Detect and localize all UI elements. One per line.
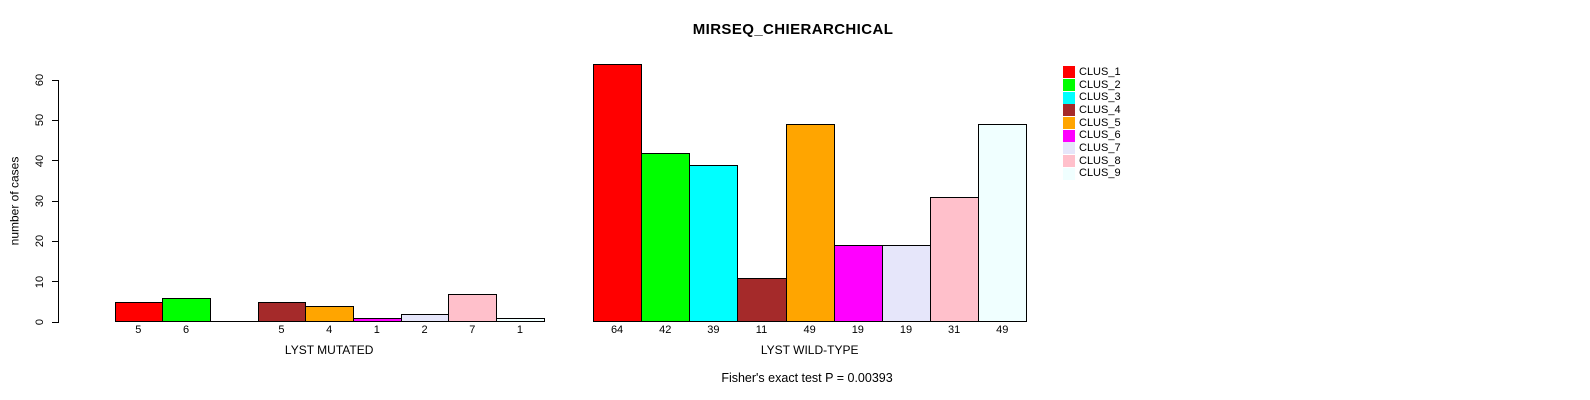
- bar-value-label: 5: [278, 324, 285, 336]
- legend-swatch: [1063, 79, 1075, 92]
- y-axis-tick: [52, 240, 58, 242]
- y-axis-tick: [52, 160, 58, 162]
- bar-clus_7: [400, 313, 450, 322]
- legend-item-label: CLUS_4: [1079, 103, 1121, 116]
- legend-item: CLUS_1: [1063, 66, 1121, 79]
- y-axis-tick: [52, 281, 58, 283]
- y-axis-tick-label: 10: [34, 275, 46, 288]
- legend-item: CLUS_2: [1063, 79, 1121, 92]
- bar-value-label: 2: [421, 324, 428, 336]
- y-axis-tick-label: 60: [34, 73, 46, 87]
- y-axis-tick-label: 50: [34, 114, 46, 127]
- legend-item-label: CLUS_3: [1079, 91, 1121, 104]
- legend-item-label: CLUS_5: [1079, 116, 1121, 129]
- bar-clus_4: [737, 277, 787, 322]
- bar-value-label: 5: [135, 324, 142, 336]
- bar-value-label: 11: [755, 324, 768, 336]
- bar-value-label: 49: [996, 324, 1009, 336]
- bar-clus_6: [833, 245, 883, 322]
- y-axis-tick: [52, 79, 58, 81]
- bar-value-label: 6: [182, 324, 190, 336]
- legend-swatch: [1063, 104, 1075, 117]
- group-label: LYST WILD-TYPE: [760, 343, 859, 357]
- legend-swatch: [1063, 167, 1075, 180]
- bar-value-label: 7: [469, 324, 476, 336]
- bar-clus_3: [689, 164, 739, 322]
- legend-swatch: [1063, 91, 1075, 104]
- bar-value-label: 64: [610, 324, 624, 336]
- legend-item-label: CLUS_6: [1079, 129, 1121, 142]
- bar-clus_1: [593, 63, 643, 322]
- bar-clus_1: [114, 301, 164, 322]
- y-axis-tick-label: 40: [34, 154, 46, 167]
- bar-value-label: 19: [899, 324, 913, 336]
- bar-value-label: 4: [326, 324, 333, 336]
- legend-item-label: CLUS_2: [1079, 78, 1121, 91]
- y-axis-tick-label: 0: [34, 318, 46, 326]
- legend-item-label: CLUS_9: [1079, 167, 1121, 180]
- bar-clus_2: [162, 297, 211, 322]
- bar-value-label: 1: [373, 324, 380, 336]
- y-axis-tick-label: 30: [34, 194, 46, 208]
- bar-value-label: 1: [516, 324, 523, 336]
- chart-title: MIRSEQ_CHIERARCHICAL: [692, 21, 894, 38]
- bar-clus_9: [496, 317, 545, 322]
- y-axis-label: number of cases: [7, 156, 21, 246]
- legend-item: CLUS_7: [1063, 142, 1121, 155]
- bar-clus_5: [785, 124, 835, 322]
- legend-item-label: CLUS_1: [1079, 65, 1121, 78]
- bar-clus_5: [305, 305, 354, 322]
- legend-swatch: [1063, 129, 1075, 142]
- y-axis-tick-label: 20: [34, 235, 46, 248]
- legend: CLUS_1 CLUS_2 CLUS_3 CLUS_4 CLUS_5 CLUS_6 CLUS…: [1063, 66, 1121, 180]
- bar-clus_2: [641, 152, 691, 322]
- bar-clus_3: [209, 321, 258, 322]
- legend-item: CLUS_4: [1063, 104, 1121, 117]
- y-axis-tick: [52, 119, 58, 121]
- legend-item-label: CLUS_7: [1079, 141, 1121, 154]
- bar-value-label: 49: [803, 324, 816, 336]
- legend-swatch: [1063, 155, 1075, 168]
- bar-clus_8: [448, 293, 498, 322]
- legend-swatch: [1063, 142, 1075, 155]
- bar-value-label: 19: [851, 324, 864, 336]
- bar-clus_7: [881, 245, 932, 322]
- bar-value-label: 39: [707, 324, 720, 336]
- legend-item: CLUS_8: [1063, 155, 1121, 168]
- footnote: Fisher's exact test P = 0.00393: [721, 371, 893, 385]
- legend-swatch: [1063, 117, 1075, 130]
- bar-value-label: 31: [948, 324, 961, 336]
- legend-item: CLUS_6: [1063, 129, 1121, 142]
- legend-item-label: CLUS_8: [1079, 154, 1121, 167]
- legend-item: CLUS_5: [1063, 117, 1121, 130]
- bar-clus_8: [930, 196, 980, 322]
- bar-clus_9: [978, 124, 1028, 322]
- group-label: LYST MUTATED: [284, 343, 374, 357]
- y-axis: [58, 80, 59, 323]
- bar-value-label: 42: [659, 324, 672, 336]
- bar-clus_6: [353, 317, 402, 322]
- legend-swatch: [1063, 66, 1075, 79]
- legend-item: CLUS_3: [1063, 91, 1121, 104]
- y-axis-tick: [52, 321, 58, 323]
- bar-clus_4: [257, 301, 307, 322]
- y-axis-tick: [52, 200, 58, 202]
- legend-item: CLUS_9: [1063, 167, 1121, 181]
